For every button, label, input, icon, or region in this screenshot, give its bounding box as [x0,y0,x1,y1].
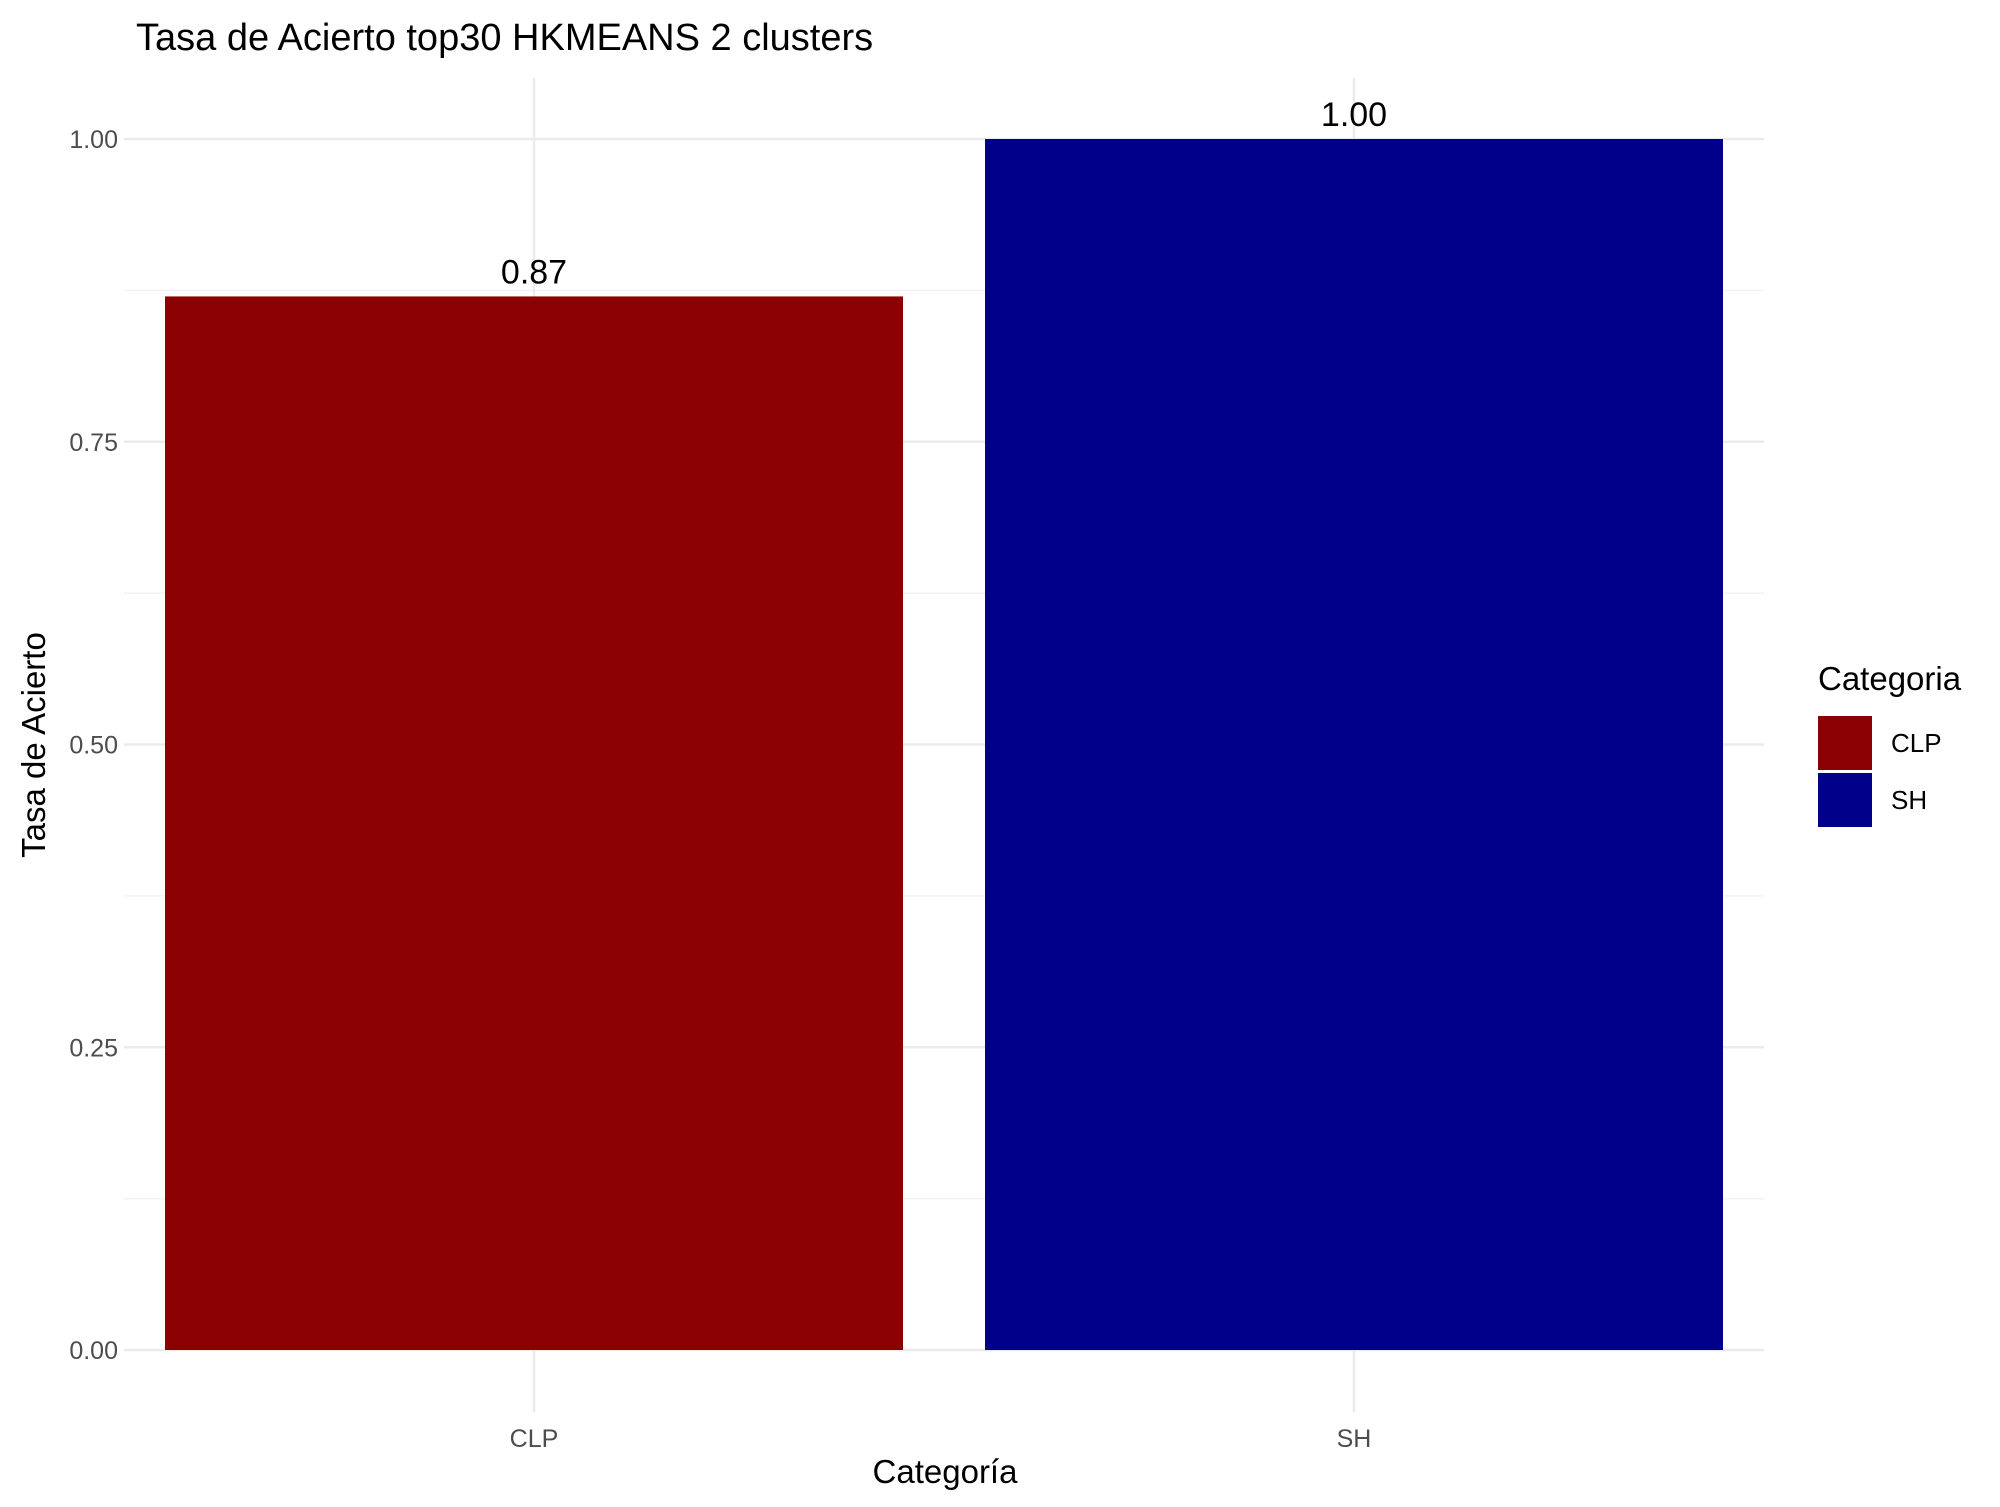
legend-entries: CLP SH [1818,716,1942,827]
y-tick-label: 0.50 [69,732,118,760]
legend-swatch-sh [1818,773,1872,827]
y-axis: 0.00 0.25 0.50 0.75 1.00 [69,126,118,1365]
data-labels: 0.87 1.00 [501,96,1387,291]
x-tick-label: SH [1337,1425,1372,1453]
x-axis-title: Categoría [873,1453,1019,1490]
x-tick-label: CLP [510,1425,559,1453]
y-tick-label: 0.75 [69,429,118,457]
y-axis-title: Tasa de Acierto [15,632,52,858]
legend: Categoria CLP SH [1818,660,1962,827]
chart-title: Tasa de Acierto top30 HKMEANS 2 clusters [136,17,873,59]
x-axis: CLP SH [510,1425,1372,1453]
legend-label-clp: CLP [1891,728,1942,758]
data-label-clp: 0.87 [501,253,567,291]
data-label-sh: 1.00 [1321,96,1387,134]
y-tick-label: 0.00 [69,1337,118,1365]
y-tick-label: 1.00 [69,126,118,154]
legend-title: Categoria [1818,660,1962,697]
y-tick-label: 0.25 [69,1034,118,1062]
bar-clp [165,296,903,1351]
bars [165,139,1723,1351]
legend-swatch-clp [1818,716,1872,770]
bar-sh [985,139,1723,1350]
legend-label-sh: SH [1891,785,1927,815]
